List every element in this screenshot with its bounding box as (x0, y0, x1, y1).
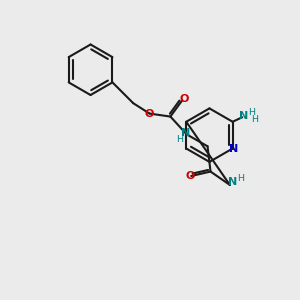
Text: H: H (176, 135, 183, 144)
Text: N: N (229, 144, 238, 154)
Text: H: H (251, 116, 258, 124)
Text: N: N (239, 111, 248, 122)
Text: O: O (185, 171, 194, 181)
Text: O: O (145, 109, 154, 118)
Text: H: H (237, 174, 244, 183)
Text: H: H (248, 108, 255, 117)
Text: O: O (179, 94, 188, 104)
Text: N: N (228, 177, 237, 187)
Text: N: N (181, 128, 190, 138)
